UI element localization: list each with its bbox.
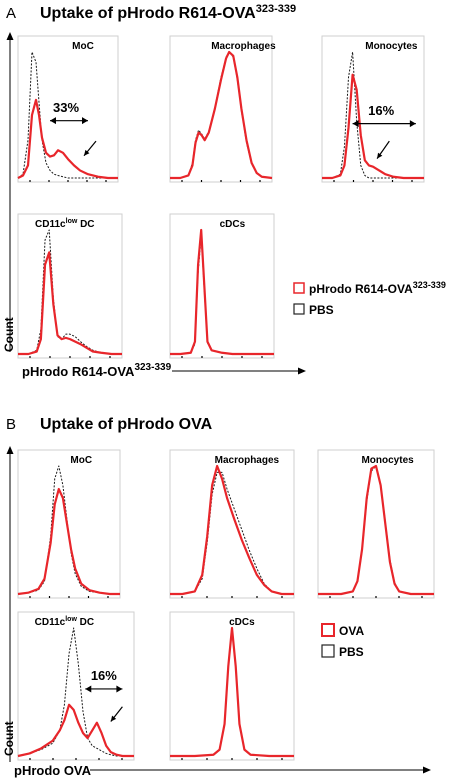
series-treated-line bbox=[318, 464, 434, 596]
series-treated-line bbox=[17, 703, 134, 758]
legend-a-swatch-treated bbox=[293, 282, 305, 294]
histogram-10: cDCs bbox=[169, 611, 295, 761]
legend-a-swatch-control bbox=[293, 303, 305, 315]
histogram-title: cDCs bbox=[229, 617, 255, 628]
panel-a-x-axis bbox=[172, 367, 306, 375]
histogram-frame bbox=[169, 449, 295, 599]
series-treated-line bbox=[170, 464, 294, 596]
panel-b-letter: B bbox=[6, 416, 16, 433]
histogram-title: MoC bbox=[70, 455, 92, 466]
histogram-frame bbox=[17, 213, 123, 359]
series-treated-line bbox=[18, 251, 122, 356]
histogram-6: MoC bbox=[17, 449, 121, 599]
legend-a-label-treated: pHrodo R614-OVA323-339 bbox=[309, 280, 446, 296]
histogram-2: Macrophages bbox=[169, 35, 276, 183]
pointer-arrow-head bbox=[84, 149, 90, 156]
series-control-line bbox=[322, 51, 424, 179]
histogram-8: Monocytes bbox=[317, 449, 435, 599]
panel-a-y-axis bbox=[6, 32, 14, 352]
histogram-1: MoC 33% bbox=[17, 35, 119, 183]
histogram-title: Macrophages bbox=[211, 41, 276, 52]
legend-b: OVA PBS bbox=[321, 623, 364, 659]
gate-arrow-left bbox=[50, 117, 56, 125]
histogram-title: CD11clow DC bbox=[35, 218, 94, 230]
panel-a-title: Uptake of pHrodo R614-OVA323-339 bbox=[40, 3, 296, 22]
panel-a-letter: A bbox=[6, 5, 16, 22]
pointer-arrow-head bbox=[377, 152, 383, 159]
histogram-frame bbox=[317, 449, 435, 599]
histogram-title: Monocytes bbox=[365, 41, 418, 52]
histogram-9: CD11clow DC 16% bbox=[17, 611, 135, 761]
histogram-title: cDCs bbox=[220, 219, 246, 230]
histogram-3: Monocytes 16% bbox=[321, 35, 425, 183]
histogram-5: cDCs bbox=[169, 213, 275, 359]
histogram-frame bbox=[17, 611, 135, 761]
gate-arrow-right bbox=[409, 120, 416, 128]
series-treated-line bbox=[322, 73, 424, 180]
histogram-frame bbox=[321, 35, 425, 183]
histogram-frame bbox=[169, 35, 273, 183]
series-treated-line bbox=[170, 50, 273, 180]
gate-arrow-left bbox=[85, 685, 92, 693]
panel-b-y-label: Count bbox=[2, 721, 16, 756]
series-treated-line bbox=[170, 228, 274, 356]
series-control-line bbox=[18, 229, 122, 355]
gate-arrow-left bbox=[352, 120, 359, 128]
histogram-frame bbox=[169, 213, 275, 359]
panel-b-x-axis bbox=[90, 766, 431, 774]
panel-a-x-label: pHrodo R614-OVA323-339 bbox=[22, 362, 172, 379]
panel-b-title: Uptake of pHrodo OVA bbox=[40, 416, 213, 433]
series-control-line bbox=[17, 627, 134, 757]
pointer-arrow-head bbox=[110, 715, 117, 722]
panel-a-y-label: Count bbox=[2, 317, 16, 352]
legend-b-label-treated: OVA bbox=[339, 624, 364, 638]
histogram-title: MoC bbox=[72, 41, 94, 52]
gate-arrow-right bbox=[82, 117, 88, 125]
gate-percent-label: 33% bbox=[53, 100, 79, 115]
gate-percent-label: 16% bbox=[368, 103, 394, 118]
histogram-frame bbox=[17, 449, 121, 599]
series-treated-line bbox=[17, 98, 118, 180]
series-treated-line bbox=[170, 626, 294, 758]
histogram-title: Macrophages bbox=[215, 455, 280, 466]
legend-b-swatch-control bbox=[321, 644, 335, 658]
series-treated-line bbox=[17, 487, 120, 596]
legend-a-label-control: PBS bbox=[309, 303, 334, 317]
legend-b-label-control: PBS bbox=[339, 645, 364, 659]
histogram-title: CD11clow DC bbox=[35, 616, 94, 628]
histogram-title: Monocytes bbox=[361, 455, 414, 466]
panel-b-x-label: pHrodo OVA bbox=[14, 763, 92, 778]
gate-percent-label: 16% bbox=[91, 668, 117, 683]
histogram-4: CD11clow DC bbox=[17, 213, 123, 359]
histogram-7: Macrophages bbox=[169, 449, 295, 599]
legend-b-swatch-treated bbox=[321, 623, 335, 637]
legend-a: pHrodo R614-OVA323-339 PBS bbox=[293, 280, 446, 317]
gate-arrow-right bbox=[116, 685, 123, 693]
panel-b-y-axis bbox=[6, 446, 14, 762]
